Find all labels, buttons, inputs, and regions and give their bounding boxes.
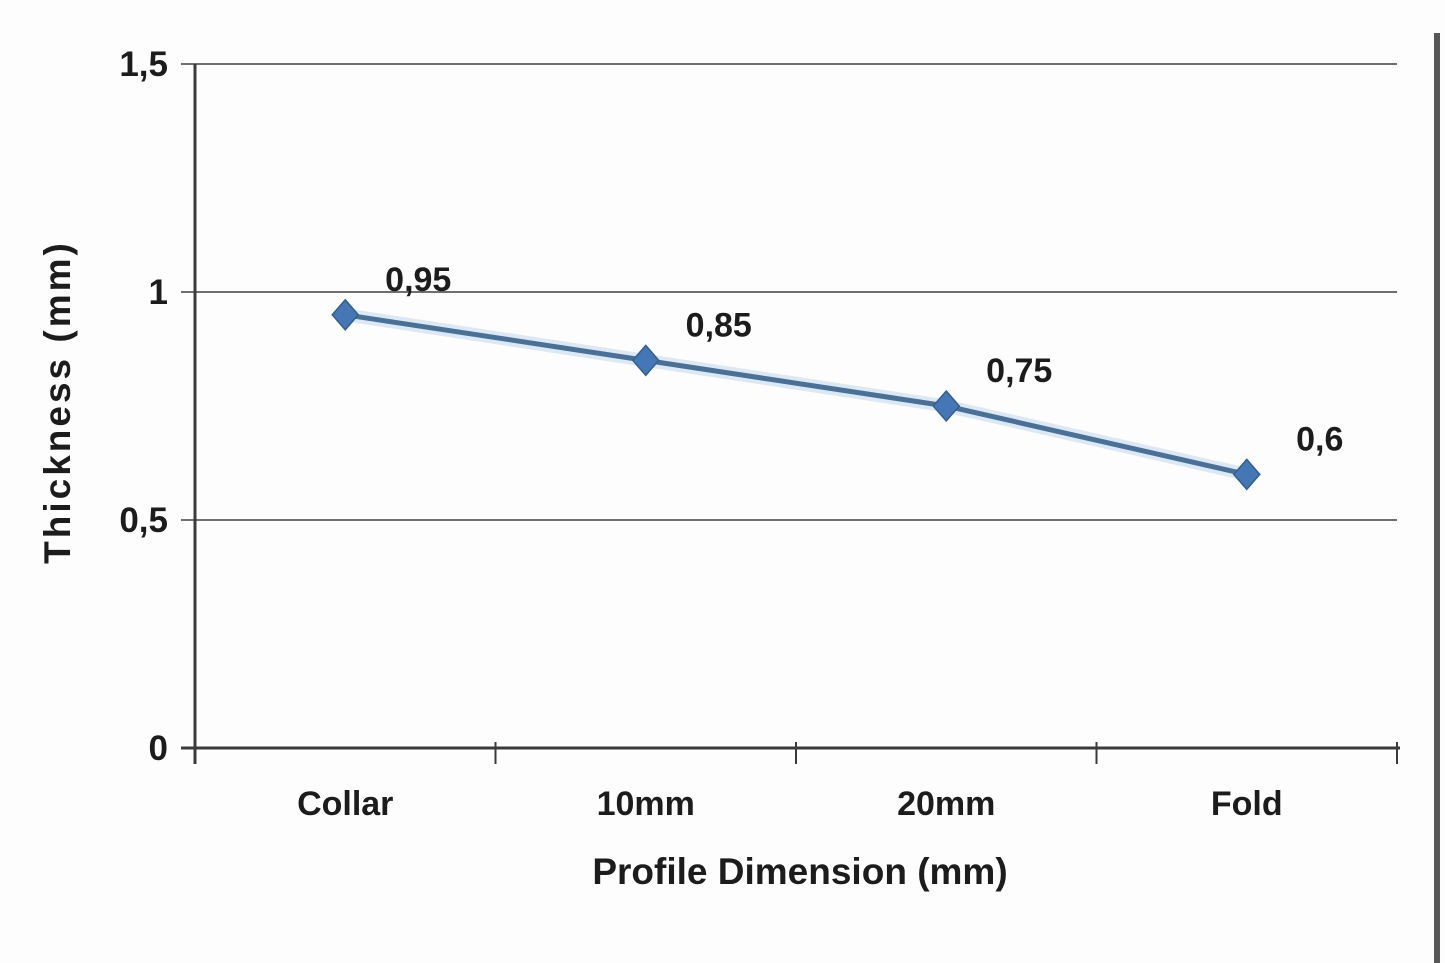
data-point-marker bbox=[932, 389, 961, 423]
data-label: 0,95 bbox=[385, 261, 451, 299]
y-axis-title: Thickness (mm) bbox=[37, 240, 78, 564]
series-line bbox=[342, 312, 1250, 477]
data-label: 0,6 bbox=[1296, 420, 1343, 458]
x-tick-label: Collar bbox=[297, 785, 393, 823]
y-tick-label: 1,5 bbox=[119, 45, 168, 84]
y-tick-label: 0 bbox=[149, 729, 168, 768]
y-tick-label: 1 bbox=[149, 273, 168, 312]
y-tick-label: 0,5 bbox=[119, 501, 168, 540]
data-label: 0,85 bbox=[686, 306, 752, 344]
data-point-marker bbox=[331, 298, 360, 331]
x-tick-label: Fold bbox=[1211, 785, 1283, 823]
x-tick-label: 20mm bbox=[897, 785, 995, 823]
scan-edge-artifact bbox=[1434, 33, 1440, 963]
x-tick-label: 10mm bbox=[597, 785, 695, 823]
x-axis-title: Profile Dimension (mm) bbox=[592, 851, 1007, 892]
data-point-marker bbox=[631, 344, 660, 377]
data-label: 0,75 bbox=[986, 352, 1052, 390]
data-point-marker bbox=[1232, 458, 1261, 491]
